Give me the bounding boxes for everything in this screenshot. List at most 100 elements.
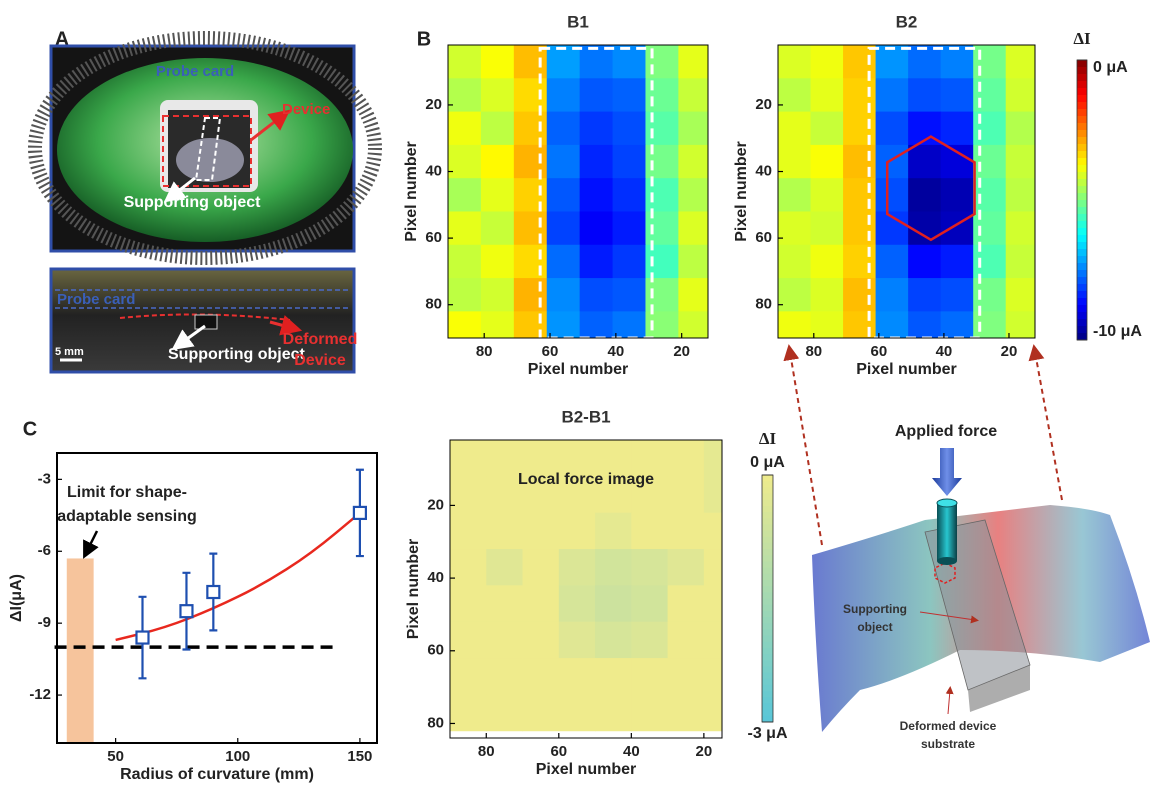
photo-label: Probe card — [156, 63, 234, 80]
x-tick-label: 80 — [476, 343, 493, 360]
x-axis-label: Pixel number — [536, 761, 636, 778]
colorbar-step — [1077, 256, 1087, 264]
heat-cell — [645, 45, 678, 79]
heat-cell — [613, 245, 646, 279]
heat-cell — [481, 78, 514, 112]
heat-cell — [778, 245, 811, 279]
heat-cell — [547, 112, 580, 146]
colorbar-step — [762, 512, 773, 519]
colorbar-step — [1077, 95, 1087, 103]
colorbar-step — [1077, 277, 1087, 285]
heat-cell — [547, 211, 580, 245]
heat-cell — [1006, 211, 1039, 245]
heat-cell — [448, 45, 481, 79]
colorbar-step — [1077, 172, 1087, 180]
heat-cell — [448, 145, 481, 179]
colorbar-step — [762, 673, 773, 680]
chart-title: B1 — [567, 12, 589, 31]
colorbar-step — [1077, 67, 1087, 75]
heat-cell — [481, 311, 514, 345]
heat-cell — [448, 78, 481, 112]
heat-cell — [645, 245, 678, 279]
colorbar-label: -3 μA — [747, 725, 787, 742]
heat-cell — [876, 145, 909, 179]
colorbar-step — [1077, 319, 1087, 327]
heat-cell — [1006, 145, 1039, 179]
colorbar-step — [1077, 214, 1087, 222]
heat-cell — [778, 145, 811, 179]
colorbar-step — [762, 481, 773, 488]
colorbar-step — [762, 716, 773, 723]
heat-cell — [514, 245, 547, 279]
y-tick-label: -3 — [38, 470, 51, 487]
photo-label: Supporting object — [168, 346, 306, 363]
heat-cell — [559, 694, 596, 731]
heat-cell — [973, 245, 1006, 279]
heat-cell — [486, 622, 523, 659]
y-axis-label: ΔI(μA) — [8, 574, 25, 622]
data-point — [354, 507, 366, 519]
colorbar-step — [762, 524, 773, 531]
heat-cell — [547, 311, 580, 345]
heat-cell — [908, 245, 941, 279]
heat-cell — [514, 278, 547, 312]
y-tick-label: 80 — [755, 296, 772, 313]
colorbar-step — [1077, 165, 1087, 173]
heat-cell — [843, 311, 876, 345]
colorbar-step — [1077, 270, 1087, 278]
heat-cell — [580, 45, 613, 79]
x-tick-label: 60 — [542, 343, 559, 360]
heat-cell — [941, 78, 974, 112]
x-tick-label: 20 — [673, 343, 690, 360]
figure: A B C Probe card Device Supporting objec… — [0, 0, 1165, 786]
colorbar-step — [762, 500, 773, 507]
heat-cell — [580, 278, 613, 312]
y-tick-label: 20 — [425, 96, 442, 113]
heat-cell — [595, 694, 632, 731]
heat-cell — [450, 476, 487, 513]
colorbar-step — [762, 592, 773, 599]
heat-cell — [941, 245, 974, 279]
heat-cell — [481, 278, 514, 312]
heat-cell — [559, 585, 596, 622]
heat-cell — [448, 245, 481, 279]
colorbar-step — [762, 654, 773, 661]
colorbar-step — [1077, 186, 1087, 194]
colorbar-step — [762, 660, 773, 667]
heat-cell — [448, 178, 481, 212]
heat-cell — [523, 585, 560, 622]
heat-cell — [1006, 311, 1039, 345]
heat-cell — [678, 112, 711, 146]
heat-cell — [876, 278, 909, 312]
colorbar-step — [762, 666, 773, 673]
y-tick-label: 60 — [755, 229, 772, 246]
colorbar-label: 0 μA — [750, 454, 785, 471]
heat-cell — [450, 585, 487, 622]
colorbar-step — [1077, 60, 1087, 68]
colorbar-step — [1077, 137, 1087, 145]
heat-cell — [678, 78, 711, 112]
heat-cell — [668, 440, 705, 477]
colorbar-step — [1077, 116, 1087, 124]
heat-cell — [613, 112, 646, 146]
heat-cell — [613, 311, 646, 345]
panel-label: B — [417, 28, 431, 50]
colorbar-step — [1077, 151, 1087, 159]
colorbar-step — [1077, 221, 1087, 229]
heat-cell — [1006, 245, 1039, 279]
y-axis-label: Pixel number — [403, 141, 420, 241]
heat-cell — [523, 694, 560, 731]
heat-cell — [778, 311, 811, 345]
heat-cell — [631, 549, 668, 586]
colorbar-step — [762, 531, 773, 538]
colorbar-step — [762, 475, 773, 482]
heat-cell — [450, 549, 487, 586]
heat-cell — [843, 145, 876, 179]
heat-cell — [486, 658, 523, 695]
heat-cell — [523, 658, 560, 695]
heat-cell — [811, 211, 844, 245]
panel-label: C — [23, 418, 37, 440]
colorbar-step — [1077, 158, 1087, 166]
heatmap — [448, 45, 712, 345]
heat-cell — [1006, 178, 1039, 212]
